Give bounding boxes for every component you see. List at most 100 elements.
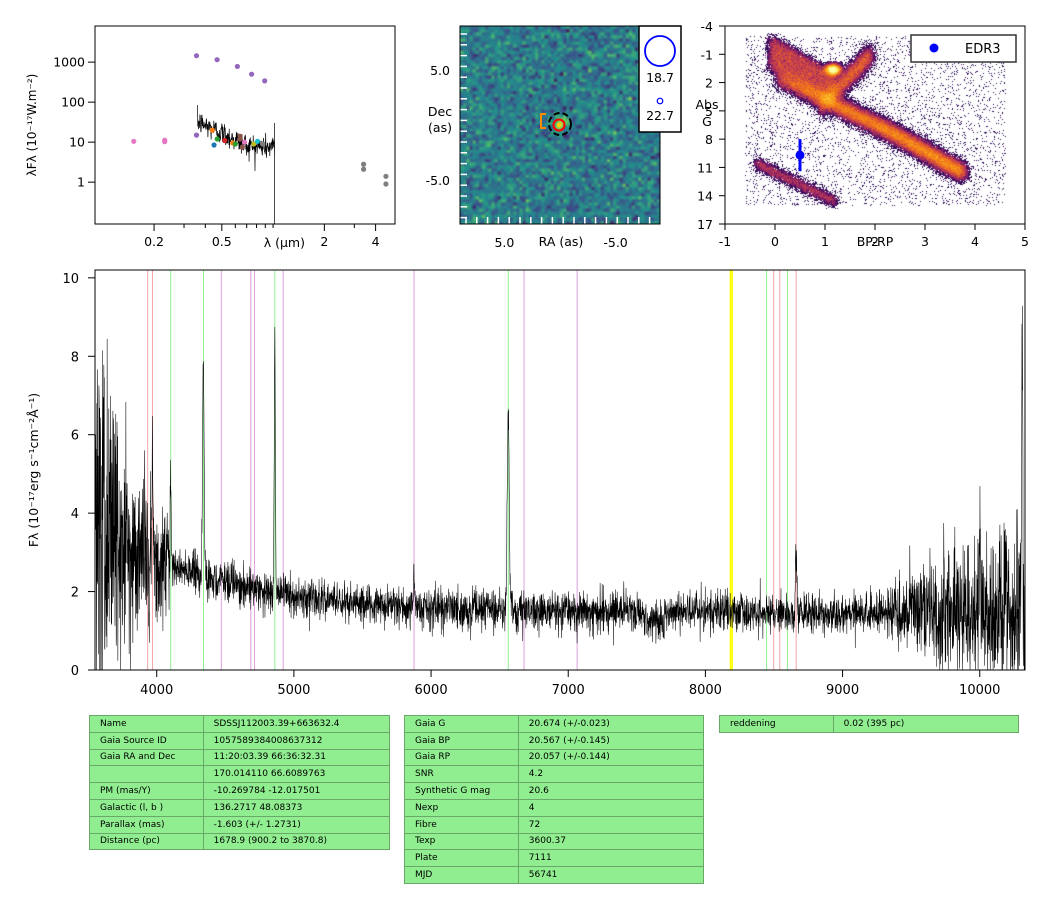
target-star-point (795, 150, 805, 160)
spectrum-xtick-label-1: 5000 (277, 683, 310, 698)
hr-frame (724, 25, 1026, 225)
sed-ylabel: λFλ (10⁻¹⁷W.m⁻²) (25, 74, 39, 177)
table-value-cell: 11:20:03.39 66:36:32.31 (202, 748, 391, 767)
hr-ylabel-g: G (702, 114, 712, 129)
table-key-cell: SNR (404, 765, 519, 784)
image-ylabel-dec: Dec (428, 104, 452, 119)
table-key-cell: Gaia Source ID (89, 731, 204, 750)
table-key-cell: Galactic (l, b ) (89, 798, 204, 817)
sed-point-8 (193, 132, 200, 138)
hr-xtick-label-3: 2 (871, 234, 879, 249)
table-value-cell: 170.014110 66.6089763 (202, 765, 391, 784)
table-row: Gaia RA and Dec 11:20:03.39 66:36:32.31 (89, 748, 391, 767)
table-value-cell: -1.603 (+/- 1.2731) (202, 815, 391, 834)
sed-xtick-label-0: 0.2 (144, 234, 164, 249)
target-yellow-dot (556, 122, 562, 128)
sed-point-5 (234, 63, 240, 70)
sed-point-21 (232, 141, 238, 147)
sed-point-9 (209, 127, 215, 133)
image-ylabel-as: (as) (428, 120, 452, 135)
table-key-cell: Fibre (404, 815, 519, 834)
legend-edr3-marker (929, 43, 939, 53)
table-row: Gaia Source ID 1057589384008637312 (89, 731, 391, 750)
table-key-cell: Plate (404, 849, 519, 868)
table-key-cell: Name (89, 715, 204, 733)
table-row: MJD 56741 (404, 866, 705, 884)
table-value-cell: 20.057 (+/-0.144) (517, 748, 705, 767)
hr-xtick-label-0: -1 (719, 234, 731, 249)
target-markers (540, 112, 572, 136)
table-key-cell: Parallax (mas) (89, 815, 204, 834)
table-row: Galactic (l, b ) 136.2717 48.08373 (89, 798, 391, 817)
spectrum-ylabel: Fλ (10⁻¹⁷erg s⁻¹cm⁻²Å⁻¹) (26, 393, 41, 547)
spectrum-flux-line (94, 305, 1026, 671)
table-key-cell (89, 765, 204, 784)
sed-point-18 (251, 141, 257, 147)
table-row: 170.014110 66.6089763 (89, 765, 391, 784)
spectrum-xtick-label-4: 8000 (689, 683, 722, 698)
hr-ytick-label-4: 8 (705, 132, 713, 147)
table-value-cell: 20.567 (+/-0.145) (517, 731, 705, 750)
table-value-cell: 56741 (517, 866, 705, 884)
table-key-cell: Distance (pc) (89, 832, 204, 851)
sed-point-7 (262, 78, 268, 84)
table-row: Plate 7111 (404, 849, 705, 868)
sed-xtick-label-1: 0.5 (212, 234, 232, 249)
spectrum-xtick-label-0: 4000 (140, 683, 173, 698)
legend-large-circle (644, 35, 676, 67)
table-key-cell: Synthetic G mag (404, 782, 519, 800)
sed-ytick-label-1: 10 (69, 135, 85, 150)
sed-point-15 (239, 144, 245, 150)
table-value-cell: 72 (517, 815, 705, 834)
image-legend: 18.7 22.7 (638, 25, 682, 133)
table-row: Gaia G 20.674 (+/-0.023) (404, 715, 705, 733)
spectrum-ytick-label-5: 10 (62, 272, 79, 287)
table-value-cell: SDSSJ112003.39+663632.4 (202, 715, 391, 733)
hr-xtick-label-6: 5 (1021, 234, 1029, 249)
hr-ytick-label-5: 11 (697, 160, 713, 175)
spectrum-xtick-label-3: 7000 (552, 683, 585, 698)
target-star-marker (795, 139, 805, 172)
table-key-cell: MJD (404, 866, 519, 884)
target-dashed-circle (548, 112, 572, 136)
table-row: Gaia BP 20.567 (+/-0.145) (404, 731, 705, 750)
spectrum-ytick-label-2: 4 (71, 507, 79, 522)
spectrum-xtick-label-2: 6000 (415, 683, 448, 698)
table-key-cell: Gaia G (404, 715, 519, 733)
hr-ytick-label-1: -1 (701, 47, 713, 62)
spectrum-xtick-label-6: 10000 (959, 683, 1000, 698)
info-table-source: Name SDSSJ112003.39+663632.4 Gaia Source I… (89, 715, 391, 851)
image-xtick-label-1: -5.0 (603, 235, 627, 250)
hr-ytick-label-7: 17 (697, 217, 713, 232)
sed-point-17 (241, 139, 248, 145)
hr-ytick-label-2: 2 (705, 76, 713, 91)
table-key-cell: Texp (404, 832, 519, 851)
hr-ylabel-abs: Abs (696, 97, 719, 112)
table-row: Fibre 72 (404, 815, 705, 834)
table-value-cell: -10.269784 -12.017501 (202, 782, 391, 800)
table-value-cell: 0.02 (395 pc) (832, 715, 1020, 733)
sed-point-2 (162, 139, 168, 145)
legend-label-large: 18.7 (646, 70, 674, 85)
info-table-photometry: Gaia G 20.674 (+/-0.023) Gaia BP 20.567 (+/… (404, 715, 705, 884)
spectrum-ytick-label-4: 8 (71, 350, 79, 365)
sed-ytick-label-0: 1 (77, 175, 85, 190)
hr-ytick-label-6: 14 (697, 189, 713, 204)
table-key-cell: Gaia BP (404, 731, 519, 750)
table-value-cell: 136.2717 48.08373 (202, 798, 391, 817)
table-row: Parallax (mas) -1.603 (+/- 1.2731) (89, 815, 391, 834)
spectrum-ytick-label-0: 0 (71, 664, 79, 679)
table-value-cell: 4 (517, 798, 705, 817)
image-xlabel: RA (as) (539, 234, 584, 249)
table-key-cell: Gaia RA and Dec (89, 748, 204, 767)
legend-small-circle (656, 97, 664, 105)
sed-point-10 (214, 136, 220, 142)
legend-label-small: 22.7 (646, 108, 674, 123)
sed-point-19 (254, 138, 261, 144)
sed-point-25 (383, 181, 389, 187)
target-orange-bracket (540, 113, 546, 129)
hr-legend: EDR3 (910, 34, 1017, 63)
table-value-cell: 1678.9 (900.2 to 3870.8) (202, 832, 391, 851)
image-ytick-label-1: -5.0 (426, 173, 450, 188)
